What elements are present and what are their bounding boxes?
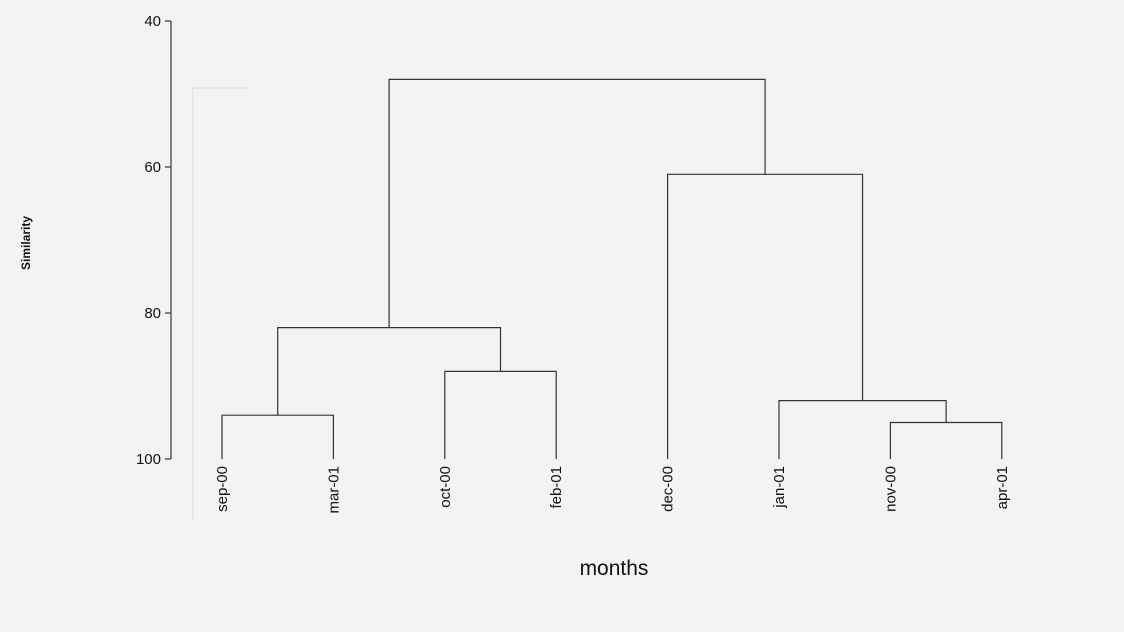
leaf-label-apr-01: apr-01 bbox=[994, 466, 1011, 509]
leaf-labels: sep-00 mar-01 oct-00 feb-01 dec-00 jan-01 nov-… bbox=[214, 466, 1011, 514]
y-tick-label-80: 80 bbox=[144, 305, 161, 322]
ghost-background bbox=[192, 87, 250, 520]
dendrogram-link-1 bbox=[221, 414, 334, 459]
dendrogram-link-5 bbox=[778, 400, 947, 459]
dendrogram-link-2 bbox=[444, 370, 557, 459]
leaf-label-mar-01: mar-01 bbox=[325, 466, 342, 514]
leaf-label-sep-00: sep-00 bbox=[214, 466, 231, 512]
leaf-label-nov-00: nov-00 bbox=[882, 466, 899, 512]
y-ticks: 40 60 80 100 bbox=[136, 13, 171, 468]
leaf-label-oct-00: oct-00 bbox=[437, 466, 454, 508]
leaf-label-jan-01: jan-01 bbox=[771, 466, 788, 509]
x-axis-title: months bbox=[580, 557, 649, 580]
leaf-label-feb-01: feb-01 bbox=[548, 466, 565, 509]
y-tick-label-100: 100 bbox=[136, 451, 161, 468]
dendrogram-link-4 bbox=[889, 421, 1003, 459]
dendrogram-branches bbox=[221, 78, 1003, 459]
y-axis-title: Similarity bbox=[19, 216, 33, 270]
y-tick-label-60: 60 bbox=[144, 159, 161, 176]
leaf-label-dec-00: dec-00 bbox=[660, 466, 677, 512]
y-axis: 40 60 80 100 Similarity bbox=[19, 13, 172, 468]
dendrogram-link-7 bbox=[388, 78, 766, 328]
dendrogram-link-6 bbox=[667, 173, 864, 459]
y-tick-label-40: 40 bbox=[144, 13, 161, 30]
